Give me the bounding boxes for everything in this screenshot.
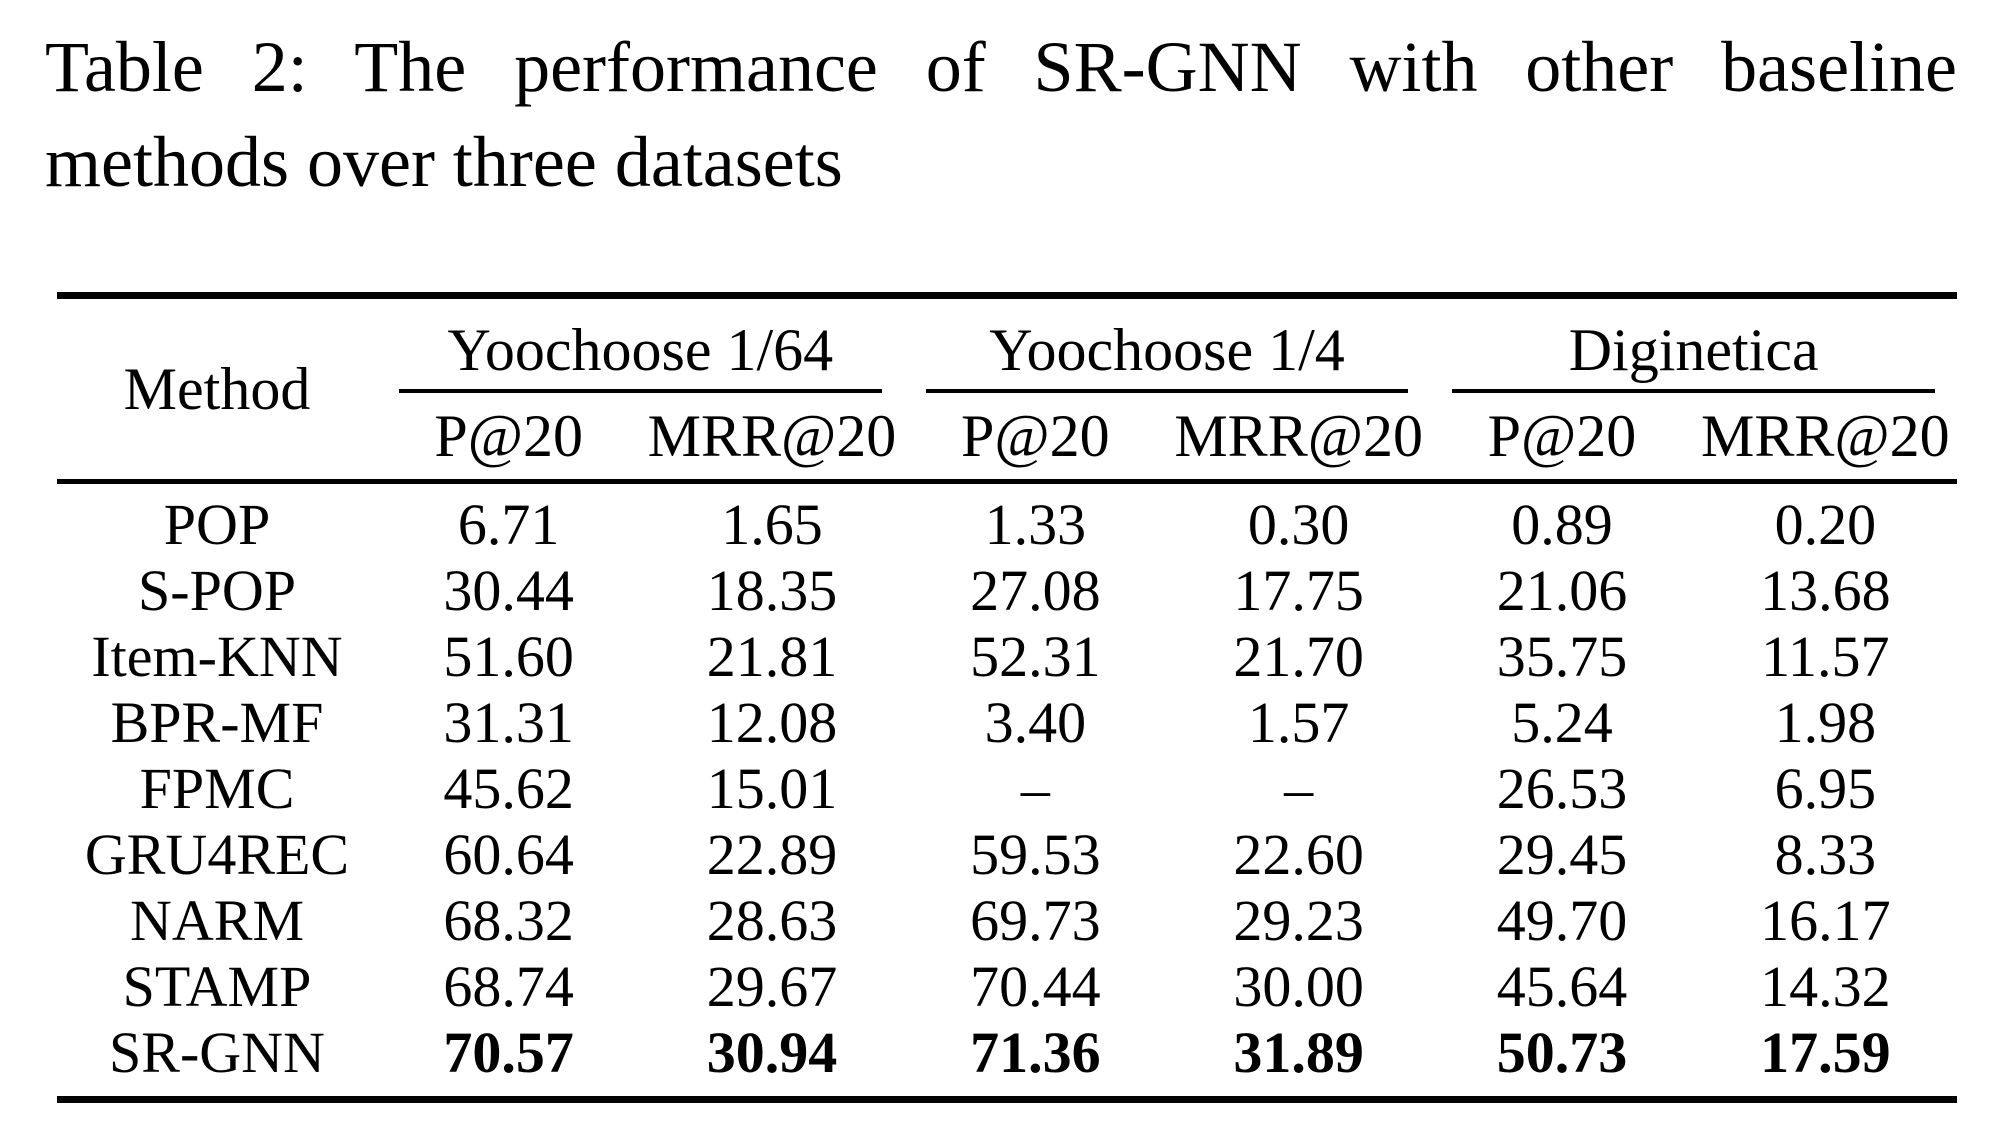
column-group-underline (1452, 389, 1935, 393)
metric-header: MRR@20 (1701, 403, 1950, 469)
value-cell: 31.31 (443, 690, 574, 755)
table-row: NARM 68.32 28.63 69.73 29.23 49.70 16.17 (57, 888, 1957, 954)
method-cell: S-POP (138, 558, 296, 623)
table-header: Method Yoochoose 1/64 Yoochoose 1/4 Digi… (57, 299, 1957, 479)
value-cell: 1.33 (984, 492, 1087, 557)
value-cell: – (1284, 756, 1314, 821)
method-cell: BPR-MF (110, 690, 324, 755)
value-cell: 51.60 (443, 624, 574, 689)
value-cell: 31.89 (1233, 1020, 1364, 1085)
value-cell: 0.30 (1247, 492, 1350, 557)
value-cell: 11.57 (1761, 624, 1890, 689)
column-group-yoochoose-164: Yoochoose 1/64 (377, 299, 904, 393)
value-cell: 6.95 (1774, 756, 1877, 821)
value-cell: 17.59 (1760, 1020, 1891, 1085)
column-group-underline (925, 389, 1409, 393)
value-cell: 30.00 (1233, 954, 1364, 1019)
metric-header: P@20 (961, 403, 1110, 469)
table-row: GRU4REC 60.64 22.89 59.53 22.60 29.45 8.… (57, 822, 1957, 888)
value-cell: 35.75 (1496, 624, 1628, 689)
value-cell: 29.23 (1233, 888, 1364, 953)
value-cell: 30.94 (706, 1020, 838, 1085)
value-cell: 27.08 (970, 558, 1101, 623)
value-cell: 68.32 (443, 888, 574, 953)
value-cell: 14.32 (1760, 954, 1891, 1019)
value-cell: 26.53 (1496, 756, 1628, 821)
table-mid-rule (57, 479, 1957, 484)
value-cell: 52.31 (970, 624, 1101, 689)
column-group-label: Yoochoose 1/64 (447, 317, 834, 383)
metric-header: MRR@20 (1174, 403, 1423, 469)
value-cell: 6.71 (457, 492, 560, 557)
value-cell: 17.75 (1233, 558, 1364, 623)
table-row: STAMP 68.74 29.67 70.44 30.00 45.64 14.3… (57, 954, 1957, 1020)
value-cell: 69.73 (970, 888, 1101, 953)
value-cell: 13.68 (1760, 558, 1891, 623)
column-group-diginetica: Diginetica (1430, 299, 1957, 393)
metric-header: MRR@20 (647, 403, 897, 469)
column-group-label: Diginetica (1568, 317, 1819, 383)
value-cell: 3.40 (984, 690, 1087, 755)
value-cell: 1.98 (1774, 690, 1877, 755)
metric-header: P@20 (434, 403, 583, 469)
value-cell: 71.36 (970, 1020, 1101, 1085)
value-cell: 70.44 (970, 954, 1101, 1019)
value-cell: 49.70 (1496, 888, 1628, 953)
value-cell: 22.89 (706, 822, 838, 887)
value-cell: 22.60 (1233, 822, 1364, 887)
table-row: FPMC 45.62 15.01 – – 26.53 6.95 (57, 756, 1957, 822)
value-cell: 60.64 (443, 822, 574, 887)
method-cell: FPMC (139, 756, 295, 821)
value-cell: 50.73 (1496, 1020, 1628, 1085)
method-column-header: Method (123, 355, 311, 422)
value-cell: 21.06 (1496, 558, 1628, 623)
results-table: Method Yoochoose 1/64 Yoochoose 1/4 Digi… (57, 292, 1957, 1103)
table-row: POP 6.71 1.65 1.33 0.30 0.89 0.20 (57, 492, 1957, 558)
caption-line-1: Table 2: The performance of SR-GNN with … (45, 27, 1957, 107)
column-group-yoochoose-14: Yoochoose 1/4 (904, 299, 1431, 393)
value-cell: 45.64 (1496, 954, 1628, 1019)
value-cell: 28.63 (706, 888, 838, 953)
value-cell: 0.89 (1511, 492, 1613, 557)
table-top-rule (57, 292, 1957, 299)
table-row-sr-gnn: SR-GNN 70.57 30.94 71.36 31.89 50.73 17.… (57, 1020, 1957, 1086)
value-cell: 21.70 (1233, 624, 1364, 689)
value-cell: 59.53 (970, 822, 1101, 887)
caption-line-2: methods over three datasets (45, 122, 843, 202)
table-caption: Table 2: The performance of SR-GNN with … (45, 20, 1957, 210)
value-cell: 30.44 (443, 558, 574, 623)
column-group-underline (399, 389, 882, 393)
method-cell: GRU4REC (84, 822, 350, 887)
table-row: S-POP 30.44 18.35 27.08 17.75 21.06 13.6… (57, 558, 1957, 624)
value-cell: 1.65 (721, 492, 823, 557)
value-cell: 15.01 (706, 756, 838, 821)
value-cell: 29.45 (1496, 822, 1628, 887)
value-cell: – (1020, 756, 1050, 821)
value-cell: 0.20 (1774, 492, 1877, 557)
method-cell: SR-GNN (109, 1020, 325, 1085)
value-cell: 16.17 (1760, 888, 1891, 953)
value-cell: 45.62 (443, 756, 574, 821)
method-cell: STAMP (122, 954, 312, 1019)
table-bottom-rule (57, 1096, 1957, 1103)
column-group-label: Yoochoose 1/4 (989, 317, 1345, 383)
value-cell: 21.81 (706, 624, 838, 689)
metric-header: P@20 (1487, 403, 1637, 469)
value-cell: 1.57 (1247, 690, 1350, 755)
method-cell: Item-KNN (91, 624, 343, 689)
value-cell: 12.08 (706, 690, 838, 755)
table-row: BPR-MF 31.31 12.08 3.40 1.57 5.24 1.98 (57, 690, 1957, 756)
value-cell: 29.67 (706, 954, 838, 1019)
value-cell: 18.35 (706, 558, 838, 623)
value-cell: 68.74 (443, 954, 574, 1019)
method-cell: NARM (129, 888, 305, 953)
method-cell: POP (163, 492, 271, 557)
table-row: Item-KNN 51.60 21.81 52.31 21.70 35.75 1… (57, 624, 1957, 690)
value-cell: 5.24 (1511, 690, 1613, 755)
table-body: POP 6.71 1.65 1.33 0.30 0.89 0.20 S-POP … (57, 484, 1957, 1096)
value-cell: 8.33 (1774, 822, 1877, 887)
value-cell: 70.57 (443, 1020, 574, 1085)
